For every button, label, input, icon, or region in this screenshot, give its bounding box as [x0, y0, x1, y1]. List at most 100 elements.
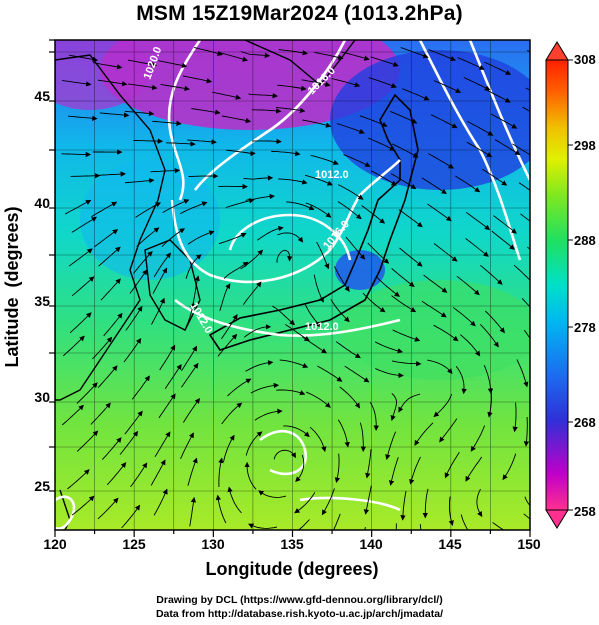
wind-streamline: [61, 404, 84, 426]
colorbar-tick-268: 268: [574, 415, 596, 430]
wind-streamline: [518, 182, 530, 191]
wind-streamline: [221, 314, 238, 340]
wind-streamline: [337, 201, 362, 220]
wind-streamline: [494, 139, 521, 156]
wind-streamline: [98, 246, 121, 267]
wind-streamline: [123, 337, 142, 363]
wind-streamline: [487, 388, 493, 418]
wind-streamline: [422, 488, 429, 519]
wind-streamline: [279, 359, 309, 369]
wind-streamline: [512, 402, 518, 433]
colorbar-bottom-arrow: [545, 509, 569, 529]
wind-streamline: [136, 227, 160, 247]
wind-streamline: [124, 177, 155, 184]
wind-streamline: [400, 47, 429, 59]
wind-streamline: [181, 362, 199, 388]
wind-streamline: [409, 456, 421, 485]
wind-streamline: [492, 522, 505, 530]
colorbar-tick-278: 278: [574, 320, 596, 335]
lat-lon-grid: [55, 40, 530, 530]
wind-streamline: [62, 79, 92, 87]
xtick-label-145: 145: [438, 536, 462, 552]
wind-streamline: [433, 324, 459, 342]
wind-streamline: [516, 359, 529, 388]
wind-streamline: [124, 110, 155, 117]
wind-streamline: [309, 426, 327, 453]
wind-streamline: [283, 425, 310, 438]
wind-streamline: [153, 488, 168, 516]
wind-streamline: [402, 88, 430, 101]
wind-streamline: [337, 419, 350, 448]
wind-streamline: [133, 138, 164, 144]
wind-streamline: [365, 449, 372, 479]
wind-streamline: [304, 303, 322, 328]
wind-streamline: [295, 454, 305, 483]
wind-streamline: [67, 115, 98, 122]
wind-streamline: [61, 151, 92, 158]
wind-streamline: [376, 277, 401, 297]
wind-streamline: [466, 141, 493, 158]
wind-streamline: [398, 393, 421, 413]
wind-streamline: [421, 177, 447, 194]
wind-streamline: [127, 59, 158, 68]
wind-streamline: [523, 329, 530, 340]
wind-streamline: [131, 375, 150, 400]
wind-streamline: [245, 193, 275, 201]
wind-streamline: [423, 274, 448, 293]
wind-streamline: [243, 324, 272, 338]
wind-streamline: [68, 54, 99, 63]
wind-streamline: [248, 523, 277, 529]
wind-streamline: [452, 306, 476, 327]
wind-streamline: [428, 153, 454, 169]
wind-streamline: [491, 230, 515, 250]
wind-streamline: [399, 247, 423, 267]
wind-streamline: [493, 215, 517, 234]
wind-streamline: [250, 382, 280, 394]
axis-ticks: [49, 39, 531, 537]
wind-streamline: [337, 184, 364, 200]
wind-streamline: [285, 324, 310, 342]
wind-streamline: [181, 345, 198, 372]
xtick-label-120: 120: [43, 536, 67, 552]
wind-streamline: [368, 77, 397, 89]
wind-streamline: [313, 274, 324, 303]
wind-streamline: [305, 391, 331, 408]
wind-streamline: [513, 264, 530, 286]
wind-streamline: [71, 216, 98, 233]
colorbar-top-arrow: [545, 41, 569, 61]
wind-streamline: [294, 492, 316, 514]
xtick-label-125: 125: [122, 536, 146, 552]
wind-streamline: [395, 523, 397, 530]
y-axis-title: Latitude (degrees): [2, 206, 22, 367]
wind-streamline: [183, 397, 201, 423]
credit-data-source: Data from http://database.rish.kyoto-u.a…: [155, 608, 444, 620]
wind-streamline: [182, 75, 213, 84]
wind-streamline: [344, 365, 370, 383]
wind-streamline: [304, 174, 333, 186]
wind-streamline: [482, 168, 508, 186]
wind-streamline: [191, 108, 221, 115]
wind-streamline: [221, 115, 252, 124]
wind-streamline: [226, 149, 256, 157]
wind-streamline: [374, 341, 403, 354]
wind-streamline: [245, 431, 263, 456]
wind-streamline: [400, 491, 407, 521]
xtick-label-140: 140: [359, 536, 383, 552]
wind-streamline: [433, 393, 453, 418]
wind-streamline: [150, 459, 166, 486]
wind-streamline: [391, 267, 415, 287]
wind-streamline: [523, 416, 530, 447]
colorbar-tick-308: 308: [574, 52, 596, 67]
wind-streamline: [164, 363, 182, 389]
wind-streamline: [160, 83, 190, 92]
wind-streamline: [151, 297, 165, 325]
wind-streamline: [154, 431, 171, 458]
ytick-label-30: 30: [34, 389, 50, 405]
wind-streamline: [271, 150, 301, 157]
wind-streamline: [390, 393, 397, 421]
wind-streamline: [194, 47, 223, 56]
wind-streamline: [135, 202, 161, 218]
wind-streamline: [240, 249, 264, 270]
wind-streamline: [333, 513, 341, 530]
